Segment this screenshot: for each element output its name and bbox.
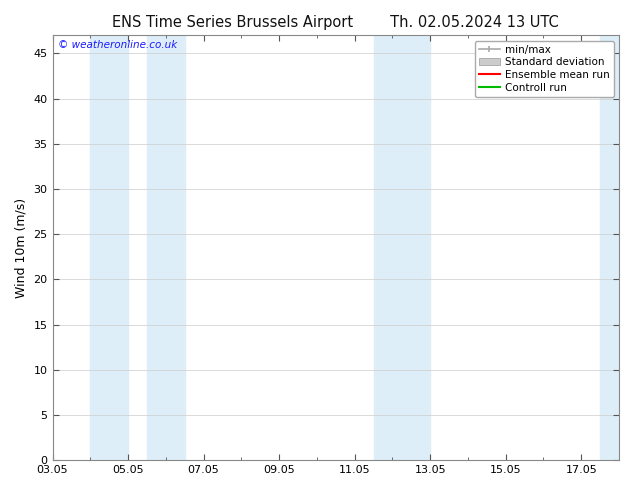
Title: ENS Time Series Brussels Airport        Th. 02.05.2024 13 UTC: ENS Time Series Brussels Airport Th. 02.… <box>112 15 559 30</box>
Bar <box>147 35 184 460</box>
Bar <box>600 35 634 460</box>
Bar <box>411 35 430 460</box>
Bar <box>90 35 128 460</box>
Text: © weatheronline.co.uk: © weatheronline.co.uk <box>58 40 178 49</box>
Y-axis label: Wind 10m (m/s): Wind 10m (m/s) <box>15 197 28 298</box>
Legend: min/max, Standard deviation, Ensemble mean run, Controll run: min/max, Standard deviation, Ensemble me… <box>475 41 614 97</box>
Bar <box>373 35 411 460</box>
